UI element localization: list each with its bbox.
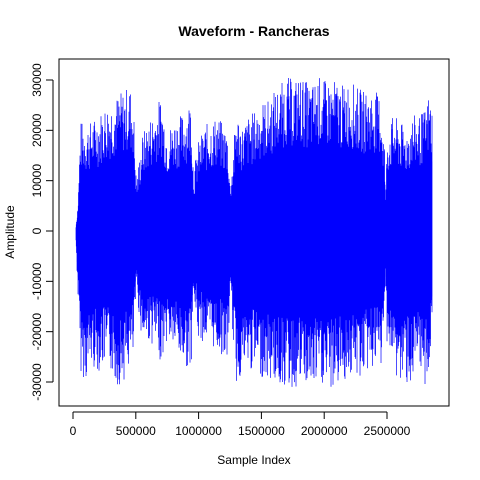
x-tick-label: 0 [70, 424, 77, 438]
x-tick-label: 2500000 [364, 424, 411, 438]
x-tick-label: 500000 [116, 424, 156, 438]
y-tick-label: 20000 [30, 113, 44, 147]
y-tick-label: -10000 [30, 262, 44, 300]
plot-frame [58, 58, 450, 407]
x-axis-label: Sample Index [217, 453, 290, 467]
y-tick-label: 0 [30, 227, 44, 234]
y-axis-label: Amplitude [3, 205, 17, 259]
chart-title: Waveform - Rancheras [178, 23, 329, 39]
x-tick-label: 1500000 [238, 424, 285, 438]
x-axis: 0 500000 1000000 1500000 2000000 2500000 [70, 411, 411, 438]
y-tick-label: 30000 [30, 63, 44, 97]
waveform-core [75, 145, 433, 320]
y-tick-label: -30000 [30, 363, 44, 401]
y-tick-label: -20000 [30, 313, 44, 351]
plot-area [75, 78, 433, 387]
x-tick-label: 2000000 [301, 424, 348, 438]
x-tick-label: 1000000 [175, 424, 222, 438]
y-axis: -30000 -20000 -10000 0 10000 20000 30000 [30, 63, 54, 401]
y-tick-label: 10000 [30, 164, 44, 198]
